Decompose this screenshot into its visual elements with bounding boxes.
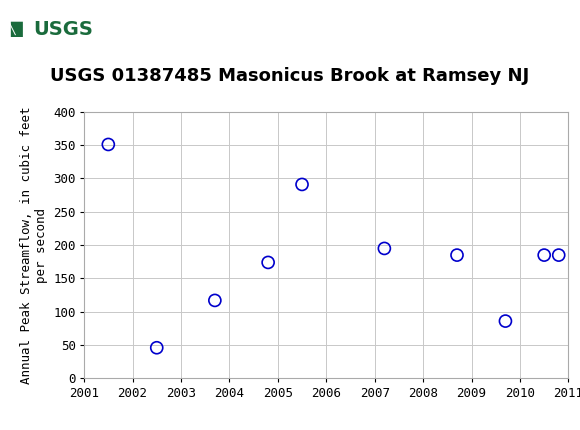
Y-axis label: Annual Peak Streamflow, in cubic feet
per second: Annual Peak Streamflow, in cubic feet pe… bbox=[20, 106, 48, 384]
Point bbox=[298, 181, 307, 188]
Point bbox=[104, 141, 113, 148]
Text: USGS: USGS bbox=[34, 19, 93, 39]
Point bbox=[452, 252, 462, 258]
Point bbox=[380, 245, 389, 252]
Point bbox=[554, 252, 563, 258]
Text: USGS 01387485 Masonicus Brook at Ramsey NJ: USGS 01387485 Masonicus Brook at Ramsey … bbox=[50, 67, 530, 85]
Point bbox=[152, 344, 161, 351]
Text: █: █ bbox=[10, 22, 22, 37]
Point bbox=[263, 259, 273, 266]
FancyBboxPatch shape bbox=[5, 6, 106, 52]
Point bbox=[539, 252, 549, 258]
Point bbox=[210, 297, 219, 304]
Text: ╲: ╲ bbox=[8, 20, 15, 35]
Point bbox=[501, 318, 510, 325]
